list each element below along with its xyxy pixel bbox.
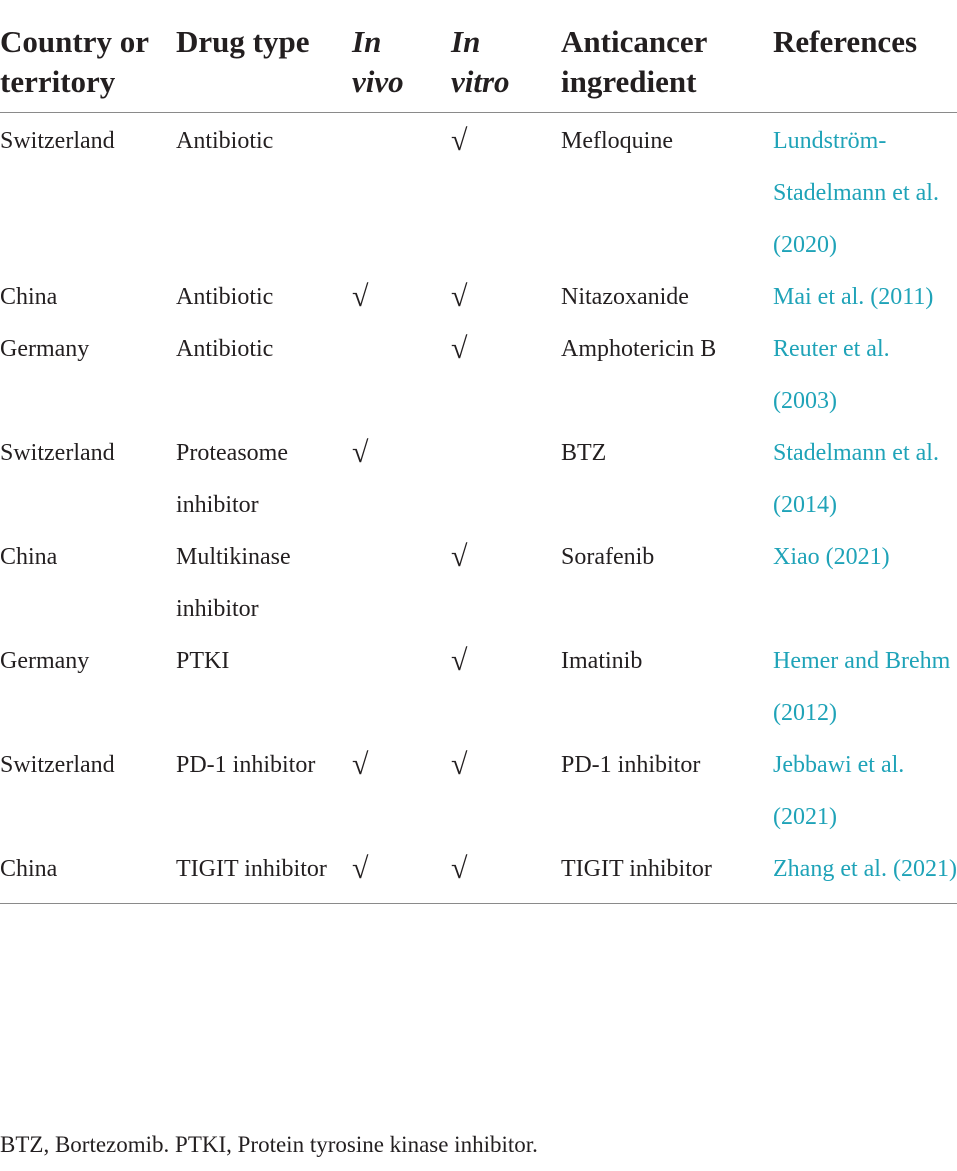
cell-drug-type: Antibiotic <box>176 128 274 154</box>
header-references: References <box>773 18 957 113</box>
cell-country: China <box>0 544 58 570</box>
cell-country: China <box>0 843 176 904</box>
cell-country: Switzerland <box>0 752 115 778</box>
cell-drug-type: TIGIT inhibitor <box>176 843 352 904</box>
cell-reference[interactable]: Mai et al. (2011) <box>773 284 934 310</box>
cell-in-vitro <box>451 427 561 531</box>
cell-in-vitro: √ <box>451 280 468 313</box>
table-body: Switzerland Antibiotic √ Mefloquine Lundströ… <box>0 113 957 904</box>
cell-country: Switzerland <box>0 128 115 154</box>
table-row: Germany PTKI √ Imatinib Hemer and Brehm (201… <box>0 635 957 739</box>
header-drug-type: Drug type <box>176 18 352 113</box>
table-row: Switzerland PD-1 inhibitor √ √ PD-1 inhibito… <box>0 739 957 843</box>
cell-ingredient: TIGIT inhibitor <box>561 843 773 904</box>
cell-drug-type: Proteasome inhibitor <box>176 440 288 518</box>
cell-ingredient: Imatinib <box>561 648 643 674</box>
cell-drug-type: PD-1 inhibitor <box>176 752 316 778</box>
cell-country: Switzerland <box>0 440 115 466</box>
cell-drug-type: Antibiotic <box>176 284 274 310</box>
cell-in-vivo: √ <box>352 843 451 904</box>
header-in-vivo-label: In vivo <box>352 24 404 99</box>
cell-ingredient: Mefloquine <box>561 128 673 154</box>
cell-in-vitro: √ <box>451 748 468 781</box>
header-in-vivo: In vivo <box>352 18 451 113</box>
cell-country: Germany <box>0 648 90 674</box>
cell-in-vivo <box>352 113 451 272</box>
cell-country: China <box>0 284 58 310</box>
cell-reference[interactable]: Stadelmann et al. (2014) <box>773 440 939 518</box>
cell-drug-type: Antibiotic <box>176 336 274 362</box>
drug-table: Country or territory Drug type In vivo I… <box>0 18 957 904</box>
cell-in-vivo <box>352 531 451 635</box>
cell-reference[interactable]: Xiao (2021) <box>773 544 890 570</box>
cell-reference[interactable]: Hemer and Brehm (2012) <box>773 648 951 726</box>
header-country: Country or territory <box>0 18 176 113</box>
cell-ingredient: BTZ <box>561 440 607 466</box>
cell-ingredient: Sorafenib <box>561 544 655 570</box>
cell-reference[interactable]: Zhang et al. (2021) <box>773 843 957 904</box>
cell-in-vivo <box>352 323 451 427</box>
cell-reference[interactable]: Jebbawi et al. (2021) <box>773 752 905 830</box>
cell-in-vivo: √ <box>352 280 369 313</box>
table-row: Germany Antibiotic √ Amphotericin B Reuter e… <box>0 323 957 427</box>
cell-drug-type: Multikinase inhibitor <box>176 544 291 622</box>
cell-in-vivo <box>352 635 451 739</box>
header-ingredient: Anticancer ingredient <box>561 18 773 113</box>
header-in-vitro: In vitro <box>451 18 561 113</box>
table-row: Switzerland Proteasome inhibitor √ BTZ Stade… <box>0 427 957 531</box>
header-row: Country or territory Drug type In vivo I… <box>0 18 957 113</box>
table-footnote: BTZ, Bortezomib. PTKI, Protein tyrosine … <box>0 1132 538 1157</box>
cell-in-vitro: √ <box>451 540 468 573</box>
cell-in-vitro: √ <box>451 843 561 904</box>
cell-in-vitro: √ <box>451 644 468 677</box>
cell-reference[interactable]: Lundström-Stadelmann et al. (2020) <box>773 128 939 258</box>
cell-country: Germany <box>0 336 90 362</box>
header-in-vitro-label: In vitro <box>451 24 510 99</box>
cell-reference[interactable]: Reuter et al. (2003) <box>773 336 890 414</box>
cell-ingredient: Nitazoxanide <box>561 284 689 310</box>
cell-ingredient: PD-1 inhibitor <box>561 752 701 778</box>
cell-in-vitro: √ <box>451 124 468 157</box>
table-header: Country or territory Drug type In vivo I… <box>0 18 957 113</box>
cell-in-vitro: √ <box>451 332 468 365</box>
table-row: China Antibiotic √ √ Nitazoxanide Mai et al. … <box>0 271 957 323</box>
cell-in-vivo: √ <box>352 436 369 469</box>
table-row: China Multikinase inhibitor √ Sorafenib Xiao… <box>0 531 957 635</box>
cell-in-vivo: √ <box>352 748 369 781</box>
cell-ingredient: Amphotericin B <box>561 336 717 362</box>
table-row: Switzerland Antibiotic √ Mefloquine Lundströ… <box>0 113 957 272</box>
cell-drug-type: PTKI <box>176 648 230 674</box>
table-row: China TIGIT inhibitor √ √ TIGIT inhibitor Zha… <box>0 843 957 904</box>
